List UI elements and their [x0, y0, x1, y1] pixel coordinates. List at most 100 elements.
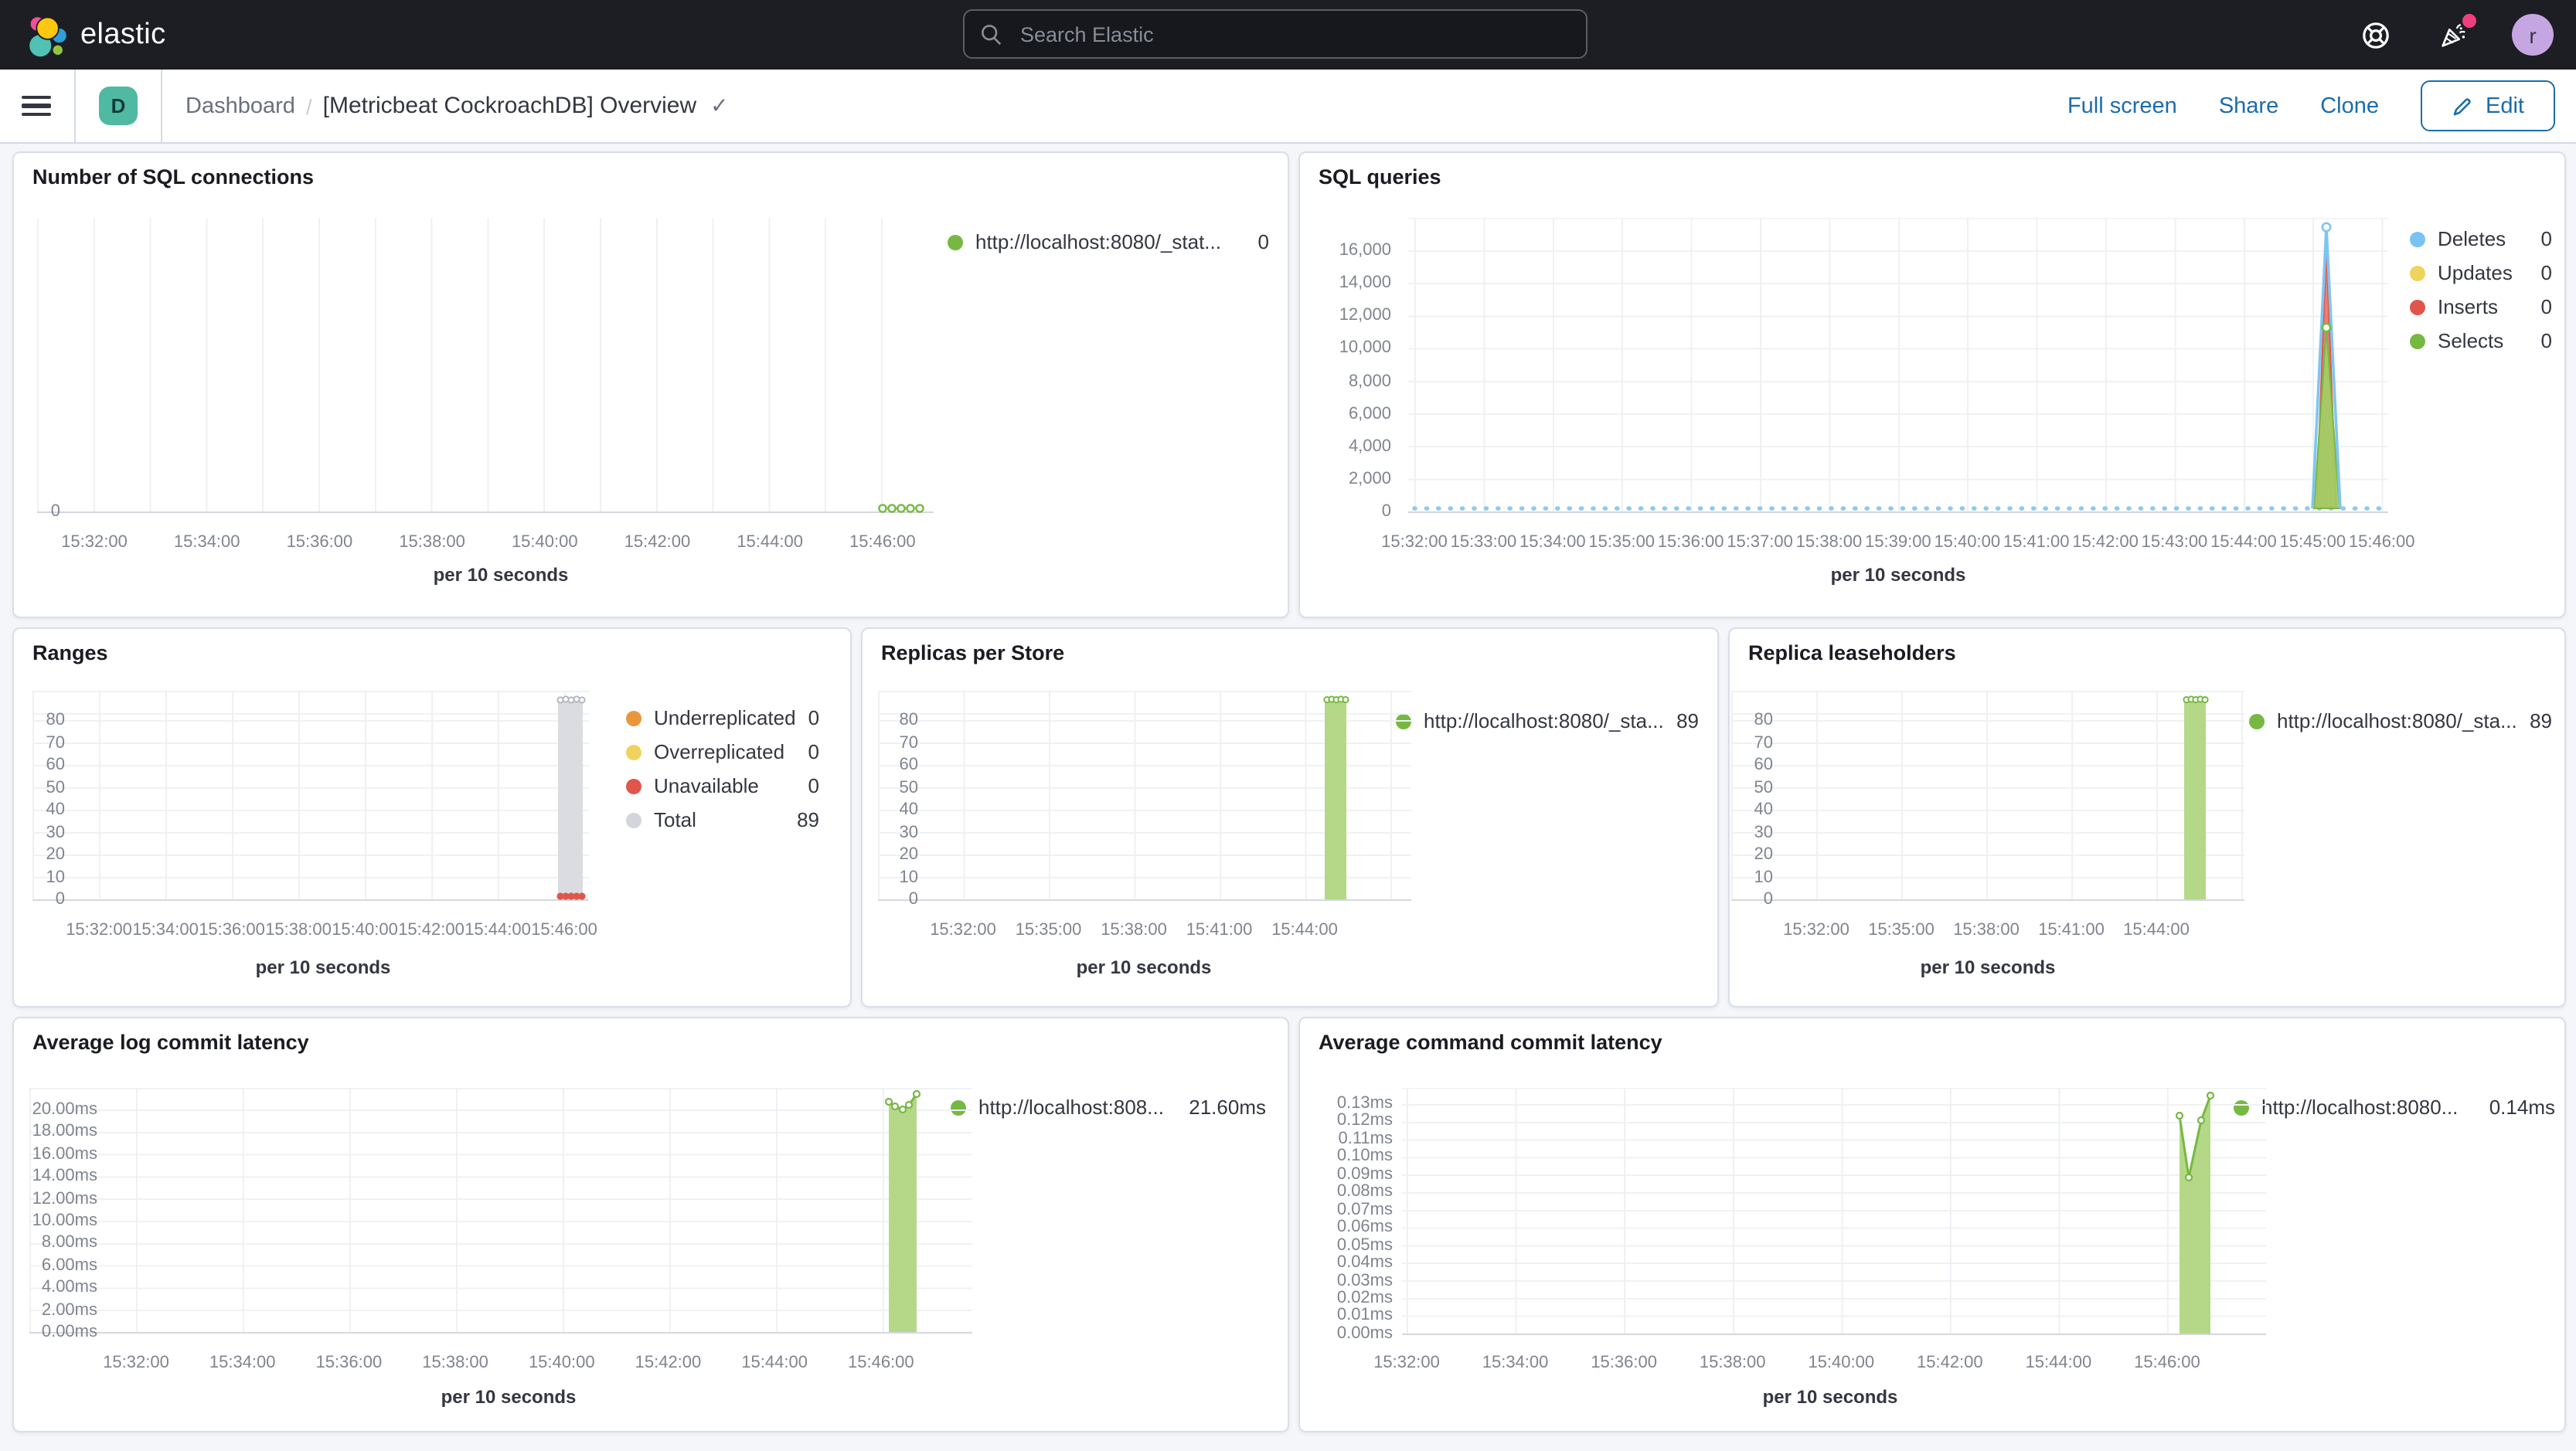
legend-color-dot — [626, 710, 641, 726]
area-series — [2175, 1091, 2215, 1334]
panel-title: Replica leaseholders — [1748, 641, 1956, 664]
legend-item[interactable]: http://localhost:8080/_sta... 89 — [2249, 709, 2552, 732]
panel-replica-leaseholders: Replica leaseholders http://localhost:80… — [1728, 627, 2566, 1008]
x-axis-title: per 10 seconds — [1830, 564, 1966, 586]
share-button[interactable]: Share — [2218, 93, 2279, 118]
legend-color-dot — [2249, 713, 2265, 729]
chart-plot-area[interactable] — [32, 691, 589, 901]
y-axis-ticks: 80706050403020100 — [899, 711, 919, 909]
panel-title: Replicas per Store — [881, 641, 1065, 664]
legend-value: 89 — [2530, 709, 2552, 732]
user-avatar[interactable]: r — [2512, 14, 2554, 56]
breadcrumb-dashboard[interactable]: Dashboard — [185, 93, 295, 118]
panel-title: Average log commit latency — [32, 1031, 309, 1054]
breadcrumb-separator: / — [305, 93, 312, 118]
legend-label: Updates — [2438, 261, 2513, 284]
chart-legend: Deletes 0 Updates 0 Inserts 0 Selects 0 — [2410, 227, 2552, 352]
chart-plot-area[interactable] — [29, 1088, 972, 1334]
legend-item[interactable]: Updates 0 — [2410, 261, 2552, 284]
divider — [74, 70, 76, 142]
legend-label: Overreplicated — [654, 740, 785, 763]
chart-plot-area[interactable] — [1402, 1088, 2266, 1335]
legend-item[interactable]: http://localhost:808... 21.60ms — [951, 1096, 1266, 1119]
x-axis-title: per 10 seconds — [1762, 1386, 1898, 1408]
legend-value: 21.60ms — [1189, 1096, 1266, 1119]
clone-button[interactable]: Clone — [2320, 93, 2379, 118]
legend-item[interactable]: http://localhost:8080/_stat... 0 — [948, 230, 1269, 253]
legend-label: http://localhost:808... — [978, 1096, 1164, 1119]
elastic-logo[interactable]: elastic — [0, 12, 166, 58]
legend-value: 0 — [2540, 227, 2552, 250]
legend-label: Underreplicated — [654, 706, 796, 729]
legend-item[interactable]: Unavailable 0 — [626, 774, 819, 797]
y-axis-ticks: 20.00ms 18.00ms 16.00ms 14.00ms 12.00ms 10.00… — [32, 1100, 97, 1341]
chart-plot-area[interactable] — [878, 691, 1411, 901]
pencil-icon — [2453, 97, 2471, 115]
help-button[interactable] — [2357, 16, 2394, 53]
avatar-initial: r — [2529, 22, 2537, 47]
chart-plot-area[interactable] — [1731, 691, 2244, 901]
panel-avg-log-commit-latency: Average log commit latency http://localh… — [12, 1017, 1289, 1432]
top-header-bar: elastic — [0, 0, 2576, 70]
x-axis-title: per 10 seconds — [1076, 957, 1212, 978]
legend-item[interactable]: Selects 0 — [2410, 329, 2552, 352]
legend-label: Deletes — [2438, 227, 2506, 250]
chart-legend: http://localhost:808... 21.60ms — [951, 1096, 1266, 1119]
x-axis-ticks: 15:32:00 15:34:00 15:36:00 15:38:00 15:40:00… — [1373, 1354, 2200, 1372]
dashboard-toolbar: D Dashboard / [Metricbeat CockroachDB] O… — [0, 70, 2576, 144]
search-input[interactable] — [1017, 21, 1570, 47]
chart-plot-area[interactable] — [37, 218, 934, 513]
x-axis-ticks: 15:32:00 15:33:00 15:34:00 15:35:00 15:36:00… — [1381, 533, 2415, 552]
legend-value: 0 — [1257, 230, 1269, 253]
area-series — [884, 1089, 921, 1332]
legend-value: 89 — [1676, 709, 1699, 732]
check-icon[interactable]: ✓ — [710, 93, 729, 117]
legend-item[interactable]: Underreplicated 0 — [626, 706, 819, 729]
chart-legend: http://localhost:8080/_sta... 89 — [1396, 709, 1699, 732]
y-axis-ticks: 0.13ms 0.12ms 0.11ms 0.10ms 0.09ms 0.08ms 0.07… — [1336, 1094, 1393, 1343]
y-axis-ticks: 80706050403020100 — [46, 711, 66, 909]
legend-color-dot — [626, 812, 641, 827]
edit-button[interactable]: Edit — [2421, 80, 2555, 131]
area-series — [1323, 695, 1349, 899]
legend-value: 0 — [2540, 329, 2552, 352]
panel-number-of-sql-connections: Number of SQL connections http://localho… — [12, 151, 1289, 618]
legend-label: http://localhost:8080/_sta... — [1424, 709, 1664, 732]
panel-title: Ranges — [32, 641, 108, 664]
panel-title: SQL queries — [1319, 165, 1441, 189]
x-axis-ticks: 15:32:00 15:34:00 15:36:00 15:38:00 15:40:00… — [66, 921, 597, 940]
legend-label: http://localhost:8080... — [2261, 1096, 2459, 1119]
legend-item[interactable]: Deletes 0 — [2410, 227, 2552, 250]
edit-label: Edit — [2486, 93, 2524, 118]
x-axis-ticks: 15:32:00 15:34:00 15:36:00 15:38:00 15:40:00… — [103, 1354, 914, 1372]
legend-label: http://localhost:8080/_stat... — [975, 230, 1221, 253]
legend-item[interactable]: http://localhost:8080/_sta... 89 — [1396, 709, 1699, 732]
legend-color-dot — [948, 234, 963, 250]
global-search-bar[interactable] — [963, 9, 1587, 59]
full-screen-button[interactable]: Full screen — [2067, 93, 2177, 118]
party-popper-icon — [2441, 23, 2465, 47]
legend-label: Unavailable — [654, 774, 759, 797]
newsfeed-button[interactable] — [2435, 13, 2476, 53]
legend-color-dot — [2410, 265, 2425, 280]
legend-value: 89 — [797, 808, 819, 831]
space-avatar[interactable]: D — [99, 87, 138, 125]
chart-plot-area[interactable] — [1408, 218, 2388, 513]
legend-item[interactable]: http://localhost:8080... 0.14ms — [2234, 1096, 2555, 1119]
legend-label: Selects — [2438, 329, 2504, 352]
chart-legend: http://localhost:8080... 0.14ms — [2234, 1096, 2555, 1119]
legend-color-dot — [626, 744, 641, 759]
legend-item[interactable]: Inserts 0 — [2410, 295, 2552, 318]
topbar-icons: r — [2357, 13, 2576, 56]
y-axis-ticks: 16,000 14,000 12,000 10,000 8,000 6,000 4,000 2… — [1339, 241, 1391, 521]
legend-label: Inserts — [2438, 295, 2499, 318]
hamburger-icon — [22, 95, 51, 99]
menu-button[interactable] — [22, 95, 51, 117]
search-icon — [982, 24, 1002, 45]
x-axis-title: per 10 seconds — [433, 564, 569, 586]
legend-value: 0 — [808, 740, 819, 763]
legend-item[interactable]: Total 89 — [626, 808, 819, 831]
elastic-cluster-icon — [28, 15, 66, 58]
legend-item[interactable]: Overreplicated 0 — [626, 740, 819, 763]
